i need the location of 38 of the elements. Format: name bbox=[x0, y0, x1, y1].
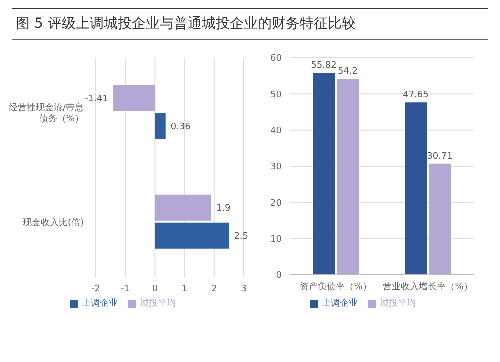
y-tick-label: 经营性现金流/带息债务（%） bbox=[8, 102, 84, 124]
x-tick-label: -2 bbox=[92, 284, 100, 294]
y-tick-label: 现金收入比(倍) bbox=[22, 217, 84, 228]
bar bbox=[155, 222, 230, 249]
bar bbox=[337, 78, 359, 275]
x-tick-label: -1 bbox=[121, 284, 130, 294]
y-tick-label: 30 bbox=[270, 162, 282, 173]
legend-label: 城投平均 bbox=[380, 299, 416, 309]
x-tick-label: 资产负债率（%） bbox=[300, 281, 372, 292]
bar bbox=[313, 73, 335, 275]
y-tick-label: 10 bbox=[270, 235, 282, 246]
legend-label: 上调企业 bbox=[82, 299, 118, 309]
data-label: 54.2 bbox=[338, 66, 358, 77]
x-tick-label: 3 bbox=[241, 284, 247, 294]
bar bbox=[155, 194, 212, 221]
data-label: -1.41 bbox=[85, 94, 108, 105]
data-label: 30.71 bbox=[427, 152, 453, 162]
legend-label: 城投平均 bbox=[140, 299, 176, 309]
chart-title: 图 5 评级上调城投企业与普通城投企业的财务特征比较 bbox=[12, 8, 488, 40]
x-tick-label: 2 bbox=[212, 284, 218, 294]
data-label: 47.65 bbox=[403, 90, 429, 101]
y-tick-label: 0 bbox=[276, 271, 282, 282]
legend-label: 上调企业 bbox=[322, 299, 358, 309]
y-tick-label: 60 bbox=[270, 54, 282, 64]
bar bbox=[155, 113, 166, 140]
x-tick-label: 营业收入增长率（%） bbox=[383, 281, 473, 292]
x-tick-label: 0 bbox=[152, 284, 158, 294]
data-label: 0.36 bbox=[170, 122, 192, 133]
y-tick-label: 20 bbox=[270, 198, 282, 209]
data-label: 55.82 bbox=[311, 61, 337, 72]
bar bbox=[113, 85, 156, 112]
data-label: 1.9 bbox=[216, 204, 232, 214]
y-tick-label: 50 bbox=[270, 90, 282, 100]
data-label: 2.5 bbox=[234, 232, 249, 242]
x-tick-label: 1 bbox=[182, 284, 188, 294]
y-tick-label: 40 bbox=[270, 126, 282, 137]
bar bbox=[429, 164, 451, 275]
bar bbox=[405, 102, 427, 275]
